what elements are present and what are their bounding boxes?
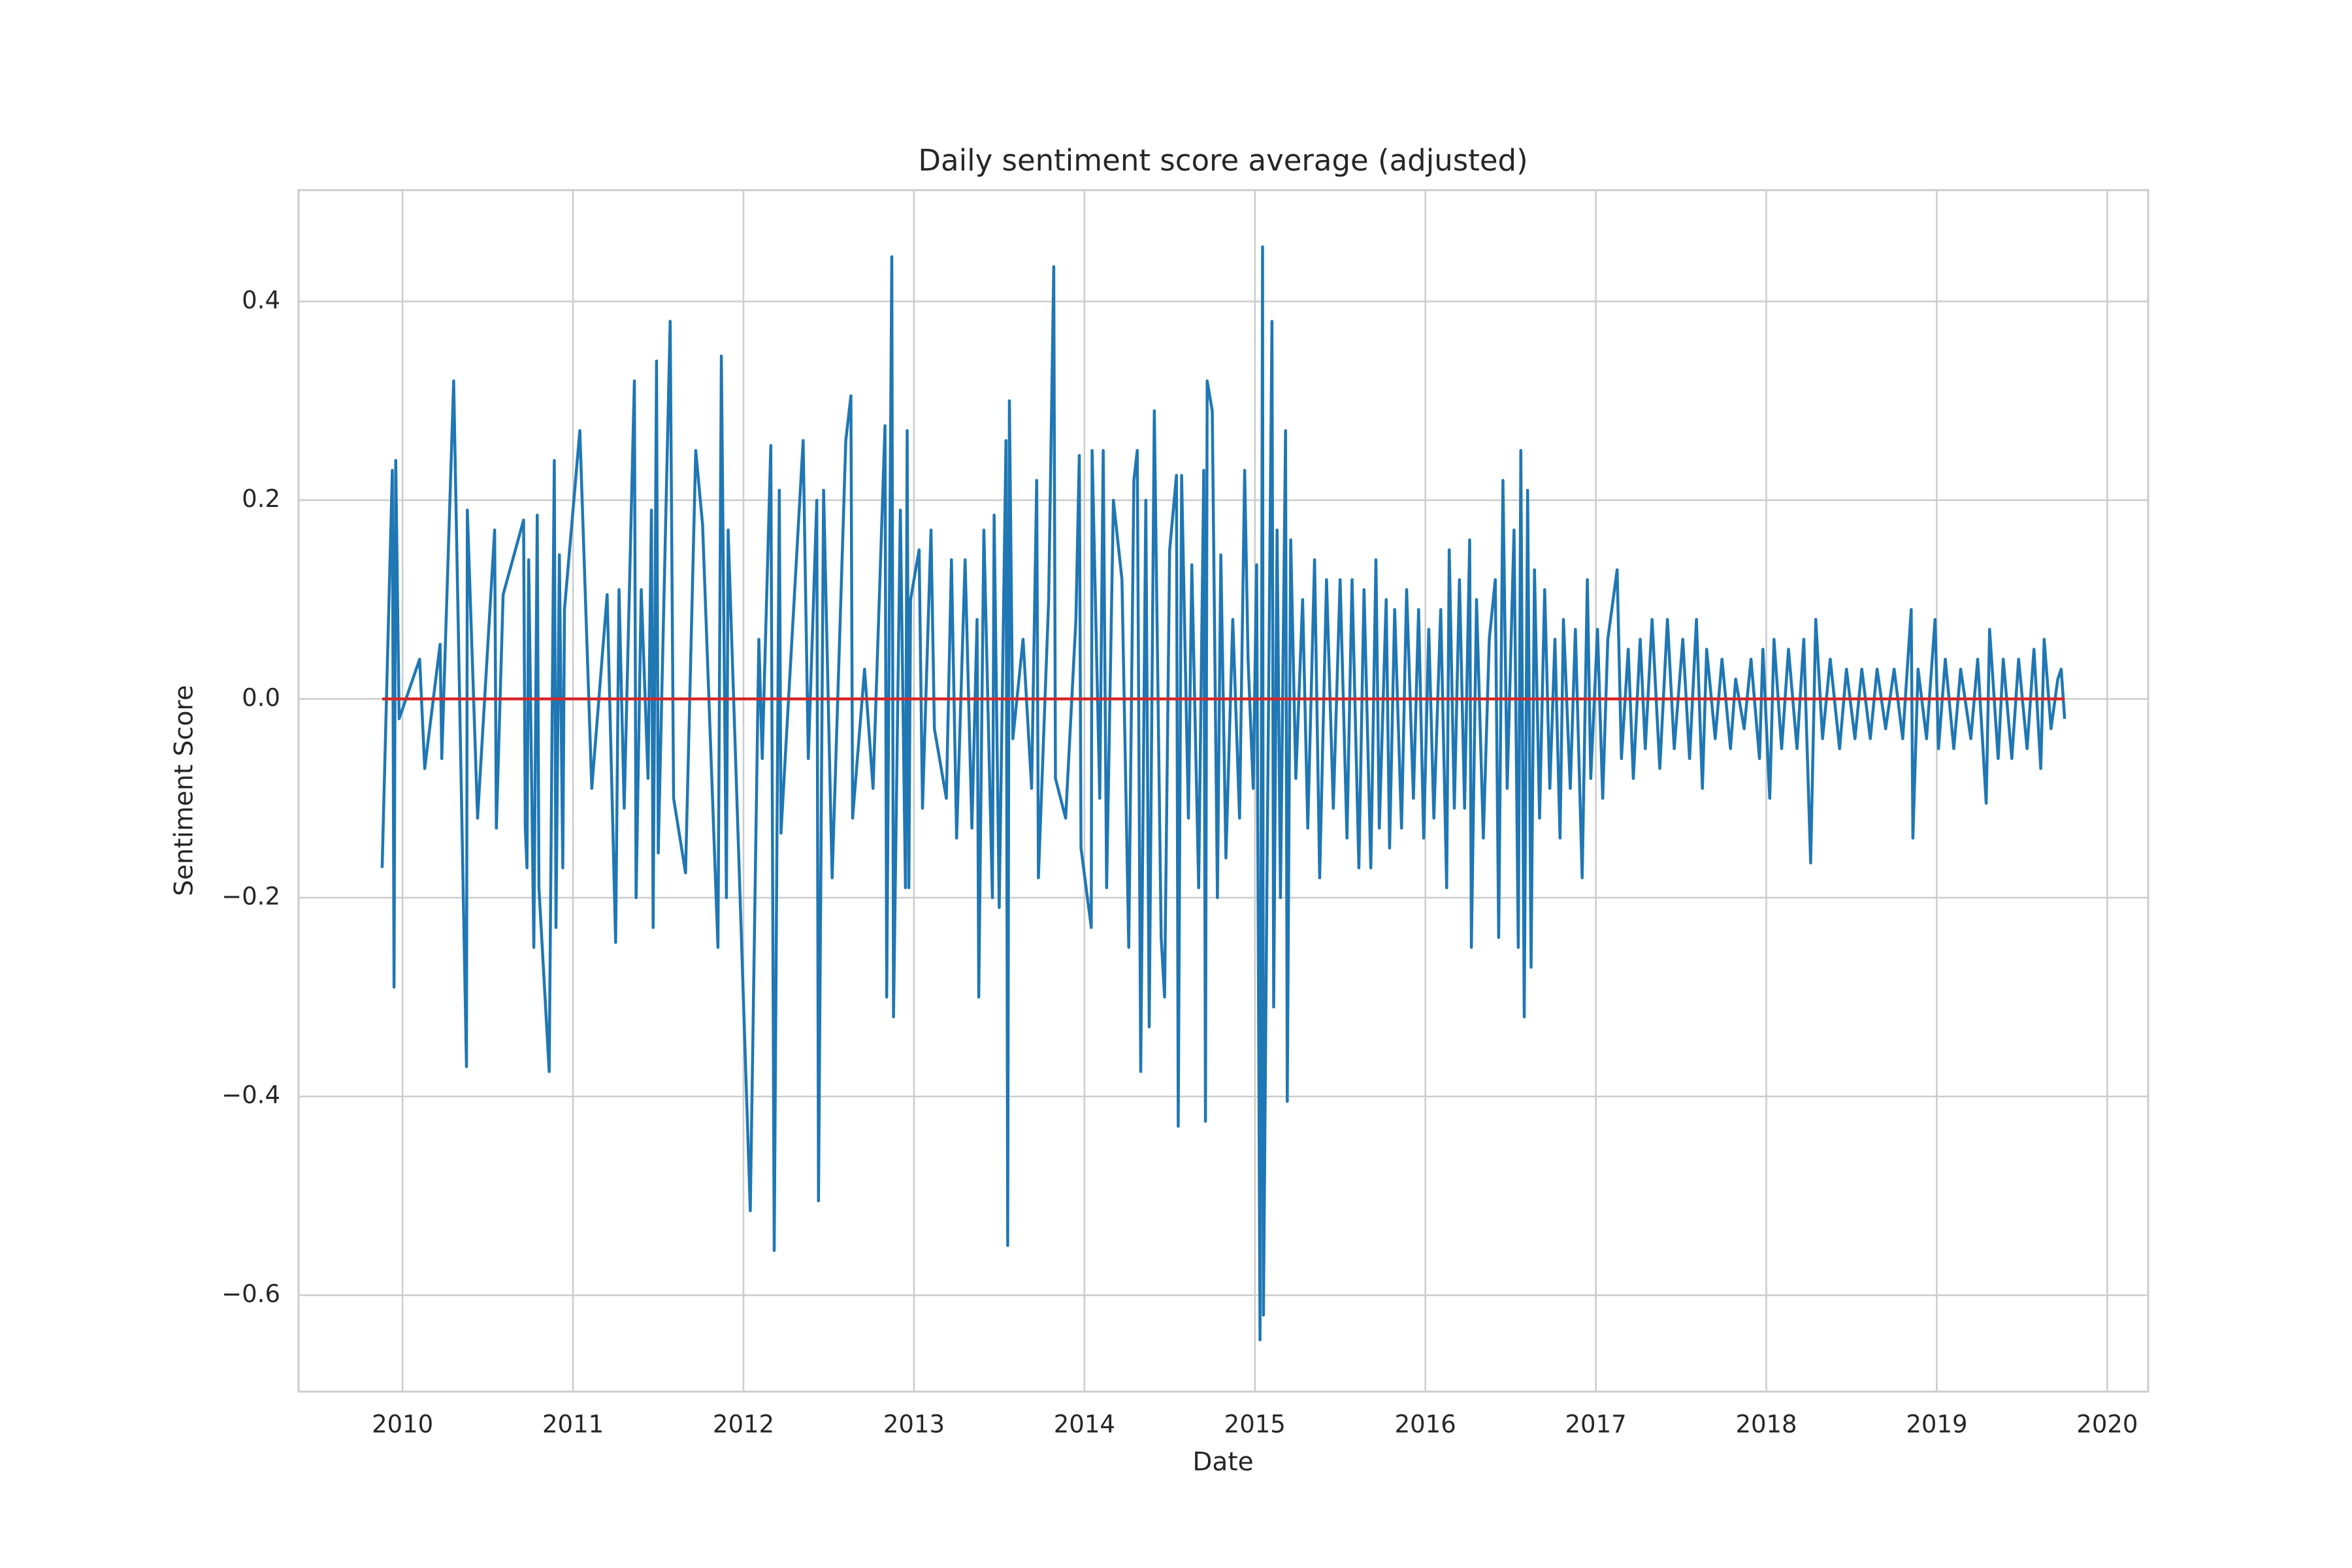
x-tick-label: 2019: [1906, 1411, 1967, 1439]
x-tick-label: 2017: [1565, 1411, 1627, 1439]
x-tick-label: 2011: [542, 1411, 604, 1439]
x-tick-label: 2010: [372, 1411, 433, 1439]
y-tick-label: −0.2: [221, 883, 280, 911]
y-tick-label: 0.2: [242, 485, 280, 513]
x-tick-label: 2018: [1735, 1411, 1797, 1439]
y-tick-label: 0.0: [242, 683, 280, 711]
y-tick-label: −0.4: [221, 1081, 280, 1109]
x-axis-label: Date: [1192, 1448, 1253, 1477]
x-tick-label: 2013: [883, 1411, 945, 1439]
y-tick-label: −0.6: [221, 1280, 280, 1308]
data-line: [380, 245, 2066, 1342]
y-axis-label: Sentiment Score: [170, 685, 199, 896]
plot-frame: [297, 189, 2149, 1393]
x-tick-label: 2012: [713, 1411, 774, 1439]
chart-title: Daily sentiment score average (adjusted): [918, 143, 1527, 178]
x-tick-label: 2016: [1395, 1411, 1456, 1439]
y-tick-label: 0.4: [242, 286, 280, 314]
x-tick-label: 2015: [1224, 1411, 1286, 1439]
x-tick-label: 2020: [2076, 1411, 2138, 1439]
x-tick-label: 2014: [1054, 1411, 1115, 1439]
